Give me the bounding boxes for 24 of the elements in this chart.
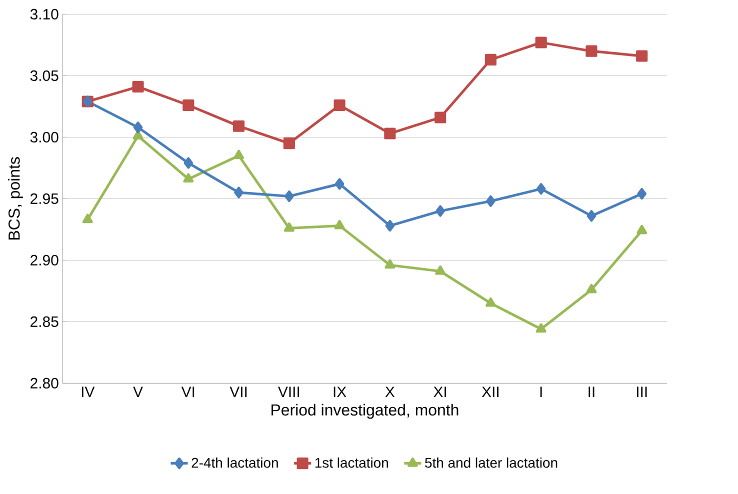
y-tick-label: 3.05	[30, 70, 58, 82]
x-tick-label: III	[636, 386, 647, 398]
x-axis-title: Period investigated, month	[272, 404, 458, 419]
y-tick-label: 2.90	[30, 254, 58, 266]
x-tick-label: V	[133, 386, 143, 398]
x-tick-label: IX	[334, 386, 346, 398]
legend-label: 1st lactation	[315, 458, 388, 468]
legend-label: 5th and later lactation	[425, 458, 558, 468]
legend-label: 2-4th lactation	[192, 458, 278, 468]
x-tick-label: I	[540, 386, 542, 398]
x-tick-label: X	[385, 386, 395, 398]
y-tick-label: 3.00	[30, 132, 58, 143]
y-tick-label: 2.95	[30, 193, 58, 204]
y-tick-label: 3.10	[30, 8, 58, 20]
y-tick-label: 2.80	[30, 378, 58, 389]
x-tick-label: VI	[181, 386, 194, 398]
x-tick-label: VIII	[278, 386, 300, 398]
y-tick-label: 2.85	[30, 316, 58, 328]
x-tick-label: II	[588, 386, 594, 398]
x-tick-label: VII	[230, 386, 247, 398]
x-tick-label: XI	[434, 386, 446, 398]
x-tick-label: IV	[82, 386, 95, 398]
y-axis-title: BCS, points	[8, 157, 23, 240]
x-tick-label: XII	[482, 386, 498, 398]
